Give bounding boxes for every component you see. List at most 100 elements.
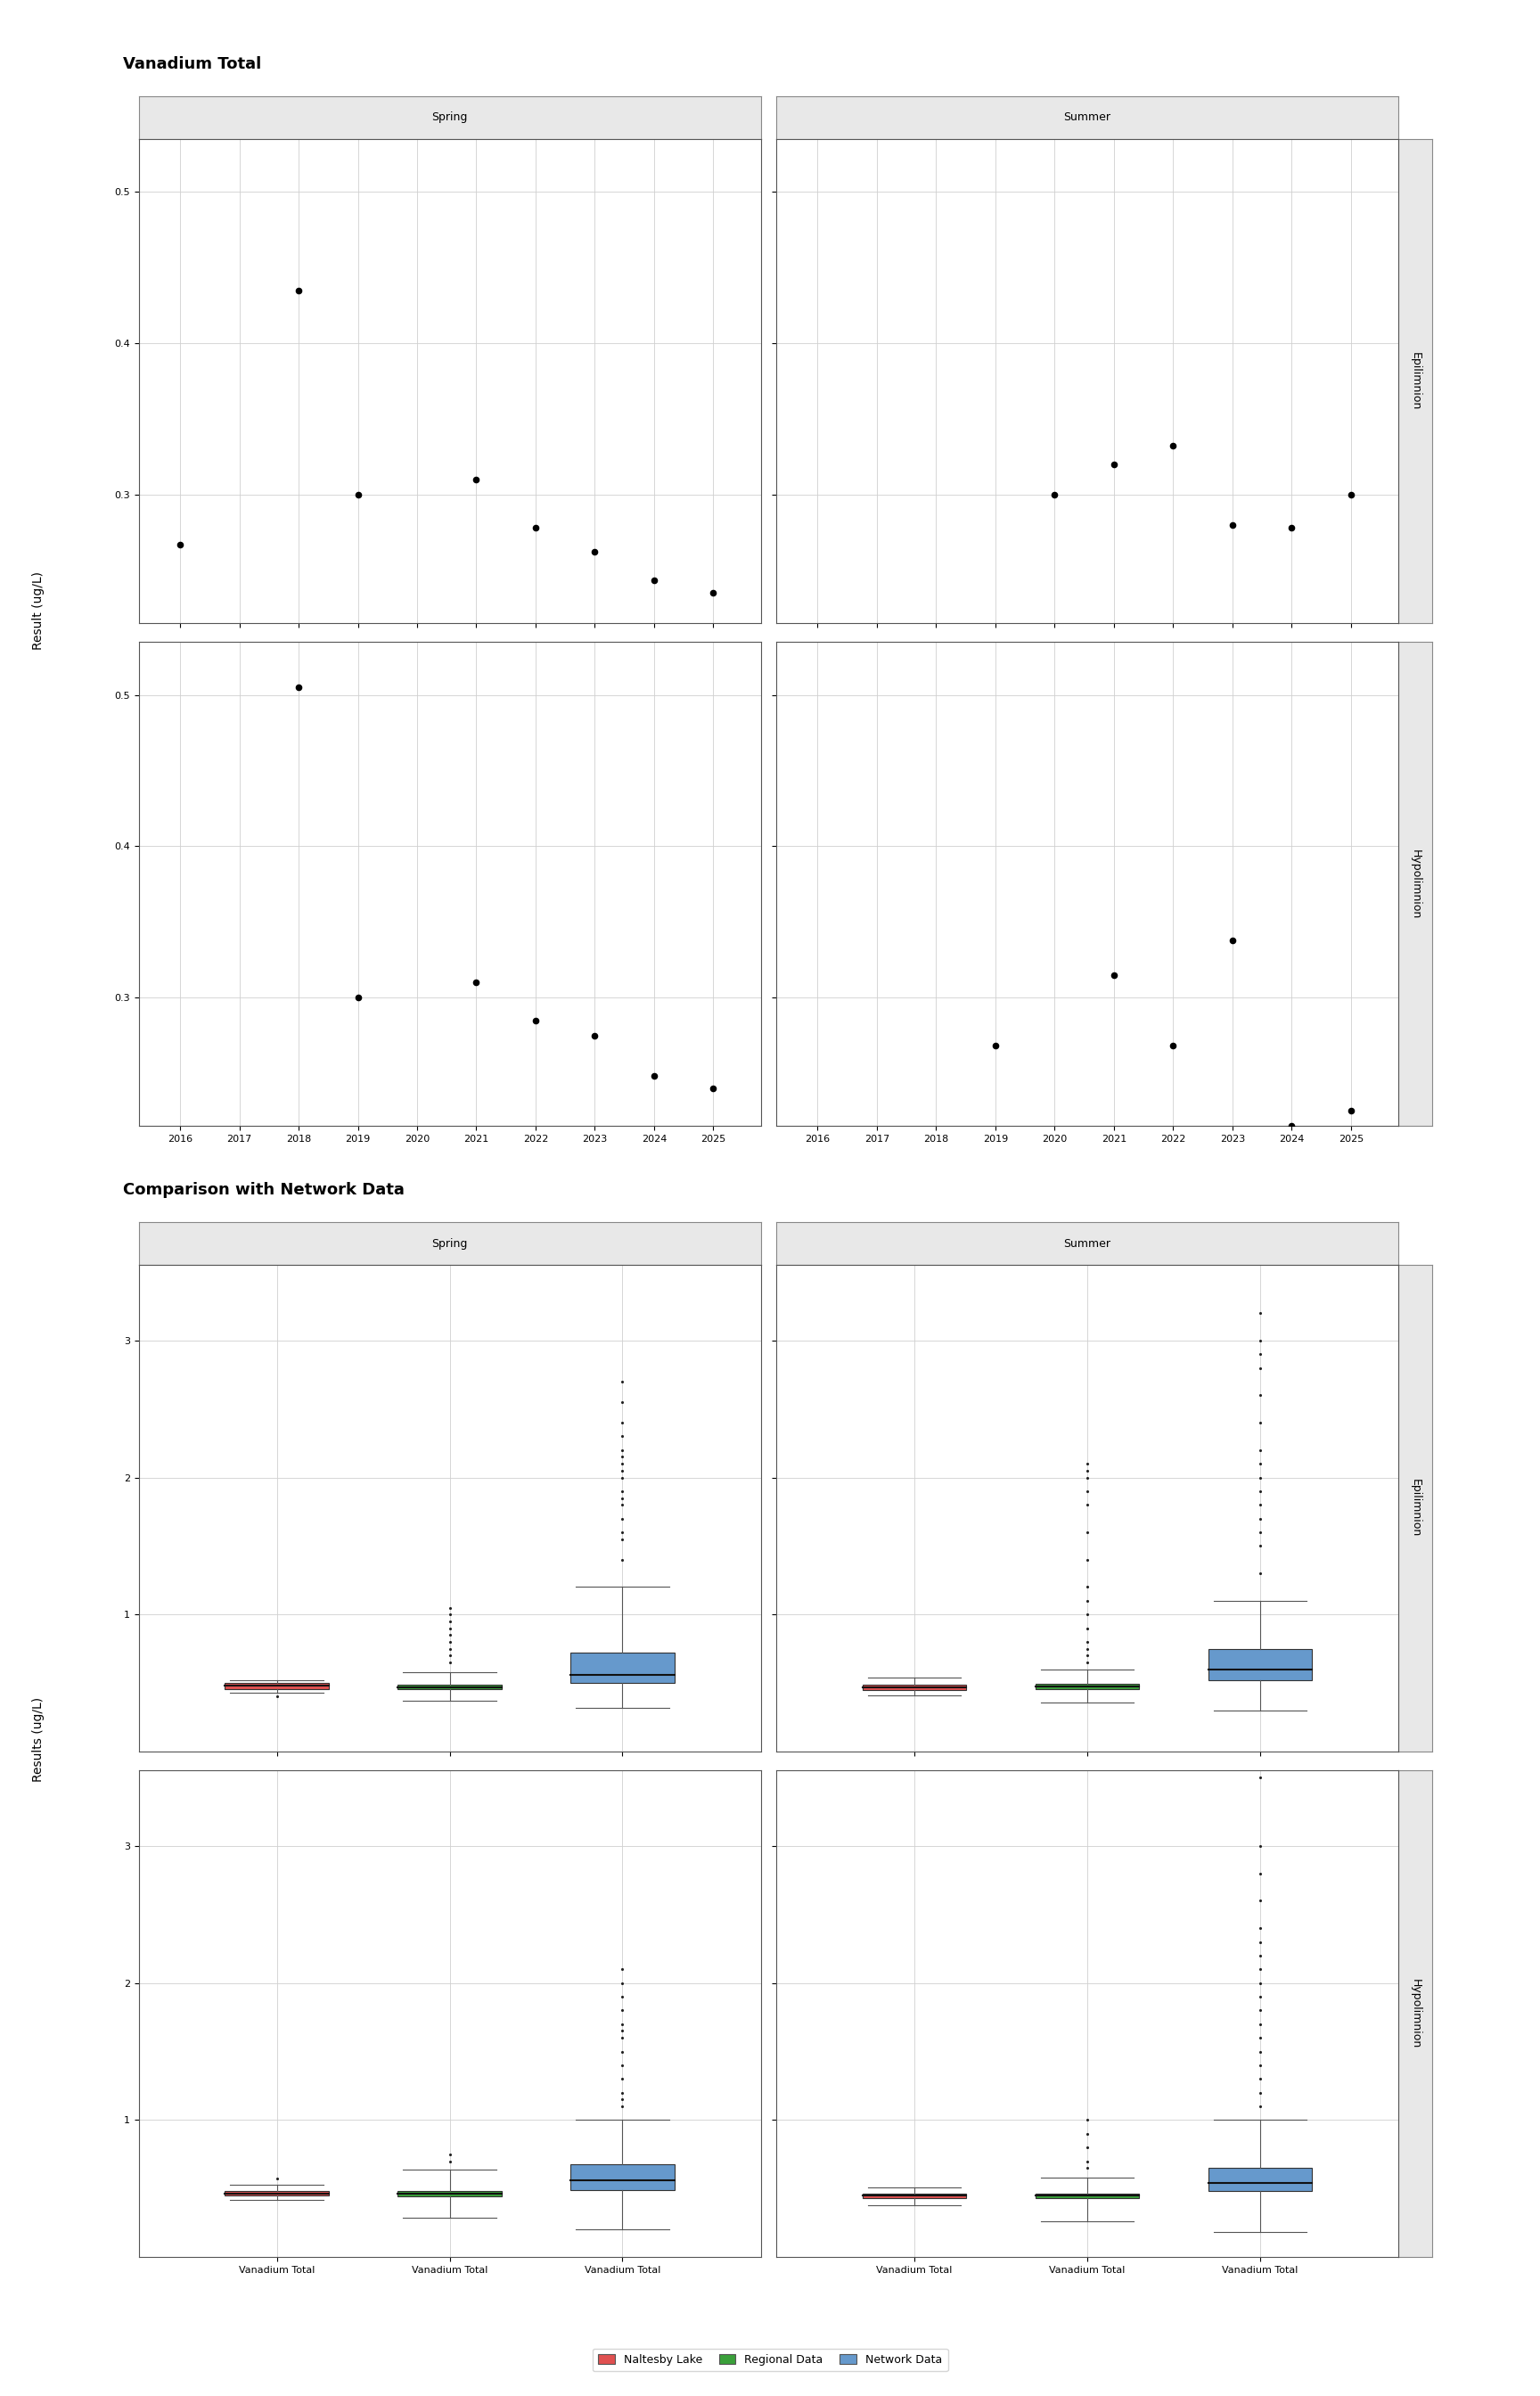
Point bbox=[1247, 1471, 1272, 1509]
Point bbox=[610, 2046, 634, 2085]
Bar bbox=[571, 2164, 675, 2190]
Point bbox=[437, 1636, 462, 1675]
Point bbox=[437, 1610, 462, 1648]
Point bbox=[1247, 1375, 1272, 1414]
Point bbox=[345, 474, 370, 513]
Point bbox=[1101, 956, 1126, 994]
Point bbox=[1075, 1486, 1100, 1524]
Point bbox=[1075, 1644, 1100, 1682]
Point bbox=[1220, 920, 1244, 958]
Point bbox=[610, 1416, 634, 1454]
Text: Hypolimnion: Hypolimnion bbox=[1409, 848, 1421, 920]
Point bbox=[582, 532, 607, 570]
Point bbox=[1247, 1922, 1272, 1960]
Point bbox=[1075, 1622, 1100, 1660]
Bar bbox=[397, 1684, 502, 1689]
Text: Vanadium Total: Vanadium Total bbox=[123, 55, 262, 72]
Point bbox=[1075, 1452, 1100, 1490]
Point bbox=[1075, 1596, 1100, 1634]
Bar bbox=[862, 2192, 966, 2197]
Point bbox=[437, 2142, 462, 2180]
Bar bbox=[571, 1653, 675, 1682]
Point bbox=[701, 1069, 725, 1107]
Point bbox=[1280, 1107, 1304, 1145]
Point bbox=[642, 561, 667, 599]
Point bbox=[437, 1603, 462, 1641]
Point bbox=[1338, 474, 1363, 513]
Point bbox=[437, 1622, 462, 1660]
Point bbox=[610, 1950, 634, 1989]
Point bbox=[610, 2073, 634, 2111]
Point bbox=[610, 1500, 634, 1538]
Point bbox=[437, 1589, 462, 1627]
Point bbox=[437, 1629, 462, 1668]
Point bbox=[1247, 1977, 1272, 2015]
Point bbox=[1075, 1445, 1100, 1483]
Point bbox=[1161, 426, 1186, 465]
Point bbox=[610, 1471, 634, 1509]
Bar bbox=[1035, 2192, 1140, 2197]
Point bbox=[701, 573, 725, 611]
Point bbox=[1280, 508, 1304, 546]
Text: Comparison with Network Data: Comparison with Network Data bbox=[123, 1181, 405, 1198]
Text: Spring: Spring bbox=[431, 1239, 468, 1248]
Point bbox=[1075, 1541, 1100, 1579]
Point bbox=[1247, 1965, 1272, 2003]
Point bbox=[286, 271, 311, 309]
Bar bbox=[397, 2192, 502, 2197]
Point bbox=[1101, 446, 1126, 484]
Point bbox=[610, 2061, 634, 2099]
Point bbox=[1220, 506, 1244, 544]
Point bbox=[1075, 1581, 1100, 1620]
Point bbox=[610, 1514, 634, 1553]
Text: Result (ug/L): Result (ug/L) bbox=[32, 573, 45, 649]
Point bbox=[437, 1596, 462, 1634]
Point bbox=[610, 1965, 634, 2003]
Point bbox=[1247, 1514, 1272, 1553]
Point bbox=[642, 1057, 667, 1095]
Point bbox=[1247, 1936, 1272, 1974]
Point bbox=[610, 2087, 634, 2125]
Point bbox=[610, 1438, 634, 1476]
Point bbox=[1247, 2061, 1272, 2099]
Text: Summer: Summer bbox=[1064, 113, 1110, 122]
Point bbox=[610, 1382, 634, 1421]
Point bbox=[1075, 1459, 1100, 1498]
Point bbox=[1247, 1335, 1272, 1373]
Point bbox=[168, 525, 192, 563]
Point bbox=[610, 1445, 634, 1483]
Point bbox=[1247, 1950, 1272, 1989]
Point bbox=[1247, 2005, 1272, 2044]
Point bbox=[610, 1519, 634, 1557]
Point bbox=[345, 978, 370, 1016]
Point bbox=[1043, 474, 1067, 513]
Bar bbox=[225, 2192, 328, 2195]
Point bbox=[1075, 1636, 1100, 1675]
Point bbox=[437, 1644, 462, 1682]
Bar bbox=[1035, 1684, 1140, 1689]
Point bbox=[610, 1363, 634, 1402]
Point bbox=[437, 1615, 462, 1653]
Point bbox=[1075, 1610, 1100, 1648]
Point bbox=[265, 1677, 290, 1716]
Point bbox=[1247, 1826, 1272, 1864]
Point bbox=[1247, 1500, 1272, 1538]
Point bbox=[610, 1541, 634, 1579]
Point bbox=[1075, 1567, 1100, 1605]
Legend: Naltesby Lake, Regional Data, Network Data: Naltesby Lake, Regional Data, Network Da… bbox=[593, 2348, 947, 2372]
Point bbox=[1247, 2020, 1272, 2058]
Point bbox=[1247, 1555, 1272, 1593]
Point bbox=[1075, 1471, 1100, 1509]
Point bbox=[1247, 1759, 1272, 1797]
Point bbox=[1247, 1459, 1272, 1498]
Point bbox=[582, 1016, 607, 1054]
Point bbox=[1247, 2073, 1272, 2111]
Point bbox=[1161, 1028, 1186, 1066]
Point bbox=[464, 460, 488, 498]
Point bbox=[1338, 1093, 1363, 1131]
Point bbox=[1247, 1320, 1272, 1359]
Point bbox=[610, 1452, 634, 1490]
Point bbox=[1247, 1486, 1272, 1524]
Point bbox=[1247, 1294, 1272, 1332]
Point bbox=[610, 1404, 634, 1442]
